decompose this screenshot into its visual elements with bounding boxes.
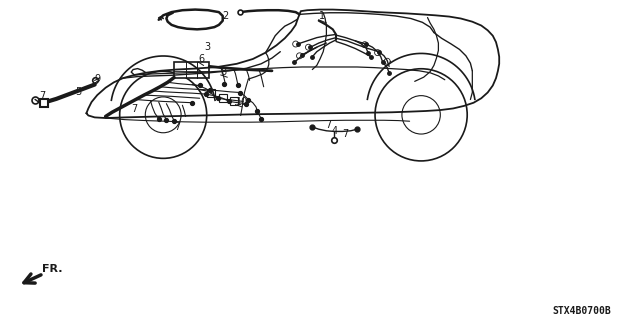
Bar bbox=[174, 62, 209, 78]
Text: 1: 1 bbox=[319, 11, 325, 21]
Text: 9: 9 bbox=[95, 74, 101, 84]
Text: 7: 7 bbox=[325, 120, 332, 130]
Text: 5: 5 bbox=[76, 87, 82, 97]
Text: 7: 7 bbox=[174, 122, 180, 132]
Text: 7: 7 bbox=[342, 129, 349, 138]
Text: 7: 7 bbox=[40, 91, 46, 101]
Text: 8: 8 bbox=[221, 67, 227, 77]
Text: 10: 10 bbox=[236, 97, 248, 107]
Text: 6: 6 bbox=[198, 54, 205, 64]
Bar bbox=[230, 97, 237, 106]
Text: 3: 3 bbox=[205, 42, 211, 52]
Text: 4: 4 bbox=[332, 126, 338, 136]
Text: STX4B0700B: STX4B0700B bbox=[552, 306, 611, 316]
Text: FR.: FR. bbox=[42, 264, 62, 274]
Bar bbox=[207, 88, 215, 97]
Bar bbox=[219, 94, 227, 102]
Text: 2: 2 bbox=[223, 11, 229, 20]
Text: 7: 7 bbox=[131, 104, 138, 114]
